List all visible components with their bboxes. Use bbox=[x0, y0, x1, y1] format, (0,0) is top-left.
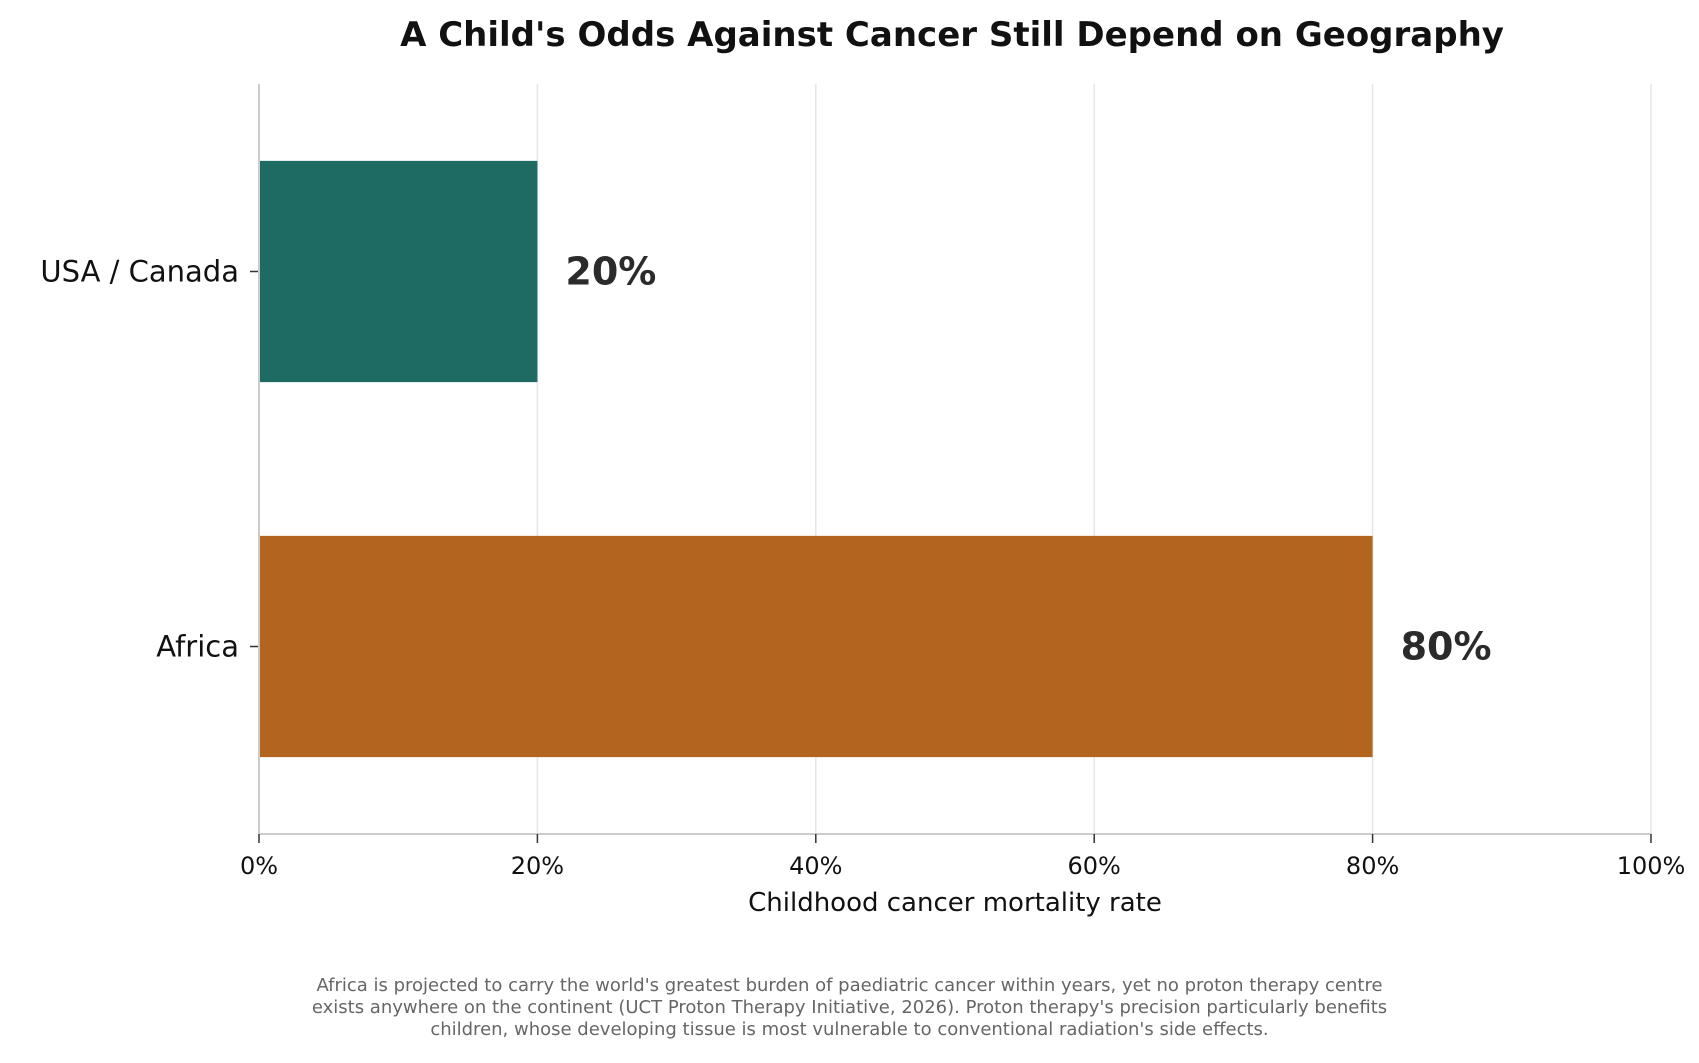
bar bbox=[259, 160, 538, 383]
bar bbox=[259, 535, 1373, 758]
x-tick-label: 100% bbox=[1617, 852, 1686, 880]
axes: USA / Canada Africa 0% 20% 40% 60% 80% 100% bbox=[40, 84, 1685, 880]
y-tick-label: USA / Canada bbox=[40, 255, 239, 289]
caption-line: Africa is projected to carry the world's… bbox=[316, 975, 1383, 996]
bar-value-label: 20% bbox=[565, 250, 656, 294]
x-tick-label: 0% bbox=[240, 852, 278, 880]
footnote-caption: Africa is projected to carry the world's… bbox=[150, 975, 1549, 1041]
caption-line: children, whose developing tissue is mos… bbox=[430, 1019, 1269, 1040]
x-axis-label: Childhood cancer mortality rate bbox=[748, 888, 1162, 918]
chart-title: A Child's Odds Against Cancer Still Depe… bbox=[400, 15, 1504, 55]
x-tick-label: 80% bbox=[1346, 852, 1399, 880]
bars: 20% 80% bbox=[259, 160, 1492, 758]
x-tick-label: 20% bbox=[511, 852, 564, 880]
x-tick-label: 40% bbox=[789, 852, 842, 880]
x-tick-label: 60% bbox=[1068, 852, 1121, 880]
bar-value-label: 80% bbox=[1401, 625, 1492, 669]
y-tick-label: Africa bbox=[156, 630, 239, 664]
caption-line: exists anywhere on the continent (UCT Pr… bbox=[311, 997, 1388, 1018]
